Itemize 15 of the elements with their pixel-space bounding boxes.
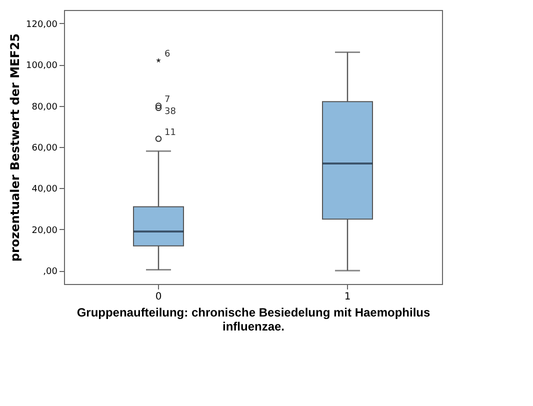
annotation: 11 [164,128,176,138]
annotation: 7 [164,94,170,105]
y-tick-label: 60,00 [32,144,58,154]
y-axis-title: prozentualer Bestwert der MEF25 [8,33,22,262]
y-tick-label: 100,00 [26,61,58,72]
y-tick-label: ,00 [43,267,58,278]
x-tick-label: 1 [344,292,351,302]
annotation: 38 [164,106,176,117]
x-axis-title: Gruppenaufteilung: chronische Besiedelung mit Haemophilus influenzae. [76,306,431,334]
annotation: 6 [164,49,170,60]
y-tick-label: 40,00 [32,184,58,195]
y-tick-label: 20,00 [32,226,58,236]
y-tick-label: 120,00 [26,20,58,30]
x-tick-label: 0 [155,292,162,302]
y-tick-label: 80,00 [32,102,58,112]
